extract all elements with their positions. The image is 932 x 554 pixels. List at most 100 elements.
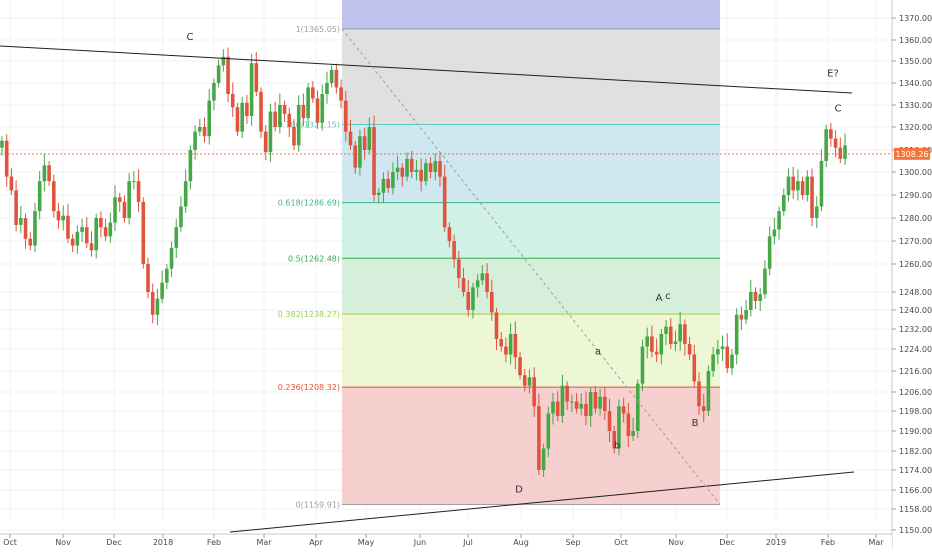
candle-body[interactable] xyxy=(734,314,739,355)
candle-body[interactable] xyxy=(37,181,42,212)
candle-body[interactable] xyxy=(796,181,800,191)
candle-body[interactable] xyxy=(362,136,367,150)
candle-body[interactable] xyxy=(508,334,513,355)
candle-body[interactable] xyxy=(301,105,306,119)
candle-body[interactable] xyxy=(343,100,348,132)
time-axis[interactable]: Oct Nov Dec 2018 Feb Mar Apr May Jun Jul Aug Sep Oct… xyxy=(0,533,892,550)
candle-body[interactable] xyxy=(315,98,320,123)
candle-body[interactable] xyxy=(292,127,296,146)
candle-body[interactable] xyxy=(183,181,188,207)
candle-body[interactable] xyxy=(348,131,353,146)
candle-body[interactable] xyxy=(169,247,174,269)
candle-body[interactable] xyxy=(551,401,555,414)
candle-body[interactable] xyxy=(179,206,183,228)
candle-body[interactable] xyxy=(254,63,259,92)
candle-body[interactable] xyxy=(188,150,193,182)
candle-body[interactable] xyxy=(631,431,635,436)
candle-body[interactable] xyxy=(433,161,438,172)
candle-body[interactable] xyxy=(607,411,612,431)
candle-body[interactable] xyxy=(570,401,574,403)
candle-body[interactable] xyxy=(311,87,315,99)
candle-body[interactable] xyxy=(287,113,292,127)
candle-body[interactable] xyxy=(711,354,715,372)
candle-body[interactable] xyxy=(70,238,75,246)
candle-body[interactable] xyxy=(527,377,532,386)
candle-body[interactable] xyxy=(146,264,150,292)
candle-body[interactable] xyxy=(94,218,98,251)
price-axis[interactable]: 1150.00 1158.00 1166.00 1174.00 1182.00 1190.… xyxy=(891,0,932,550)
candle-body[interactable] xyxy=(739,314,744,320)
candle-body[interactable] xyxy=(273,111,277,127)
candle-body[interactable] xyxy=(75,231,80,246)
candle-body[interactable] xyxy=(499,339,504,347)
candle-body[interactable] xyxy=(329,69,334,83)
candle-body[interactable] xyxy=(678,324,682,342)
candle-body[interactable] xyxy=(207,100,212,137)
candle-body[interactable] xyxy=(461,278,466,292)
candle-body[interactable] xyxy=(767,236,772,269)
candle-body[interactable] xyxy=(61,215,66,221)
candle-body[interactable] xyxy=(579,403,584,409)
candle-body[interactable] xyxy=(165,268,169,283)
candle-body[interactable] xyxy=(334,69,339,88)
candle-body[interactable] xyxy=(353,145,358,168)
candle-body[interactable] xyxy=(668,326,673,344)
candle-body[interactable] xyxy=(485,273,489,292)
candle-body[interactable] xyxy=(122,201,127,218)
candle-body[interactable] xyxy=(325,83,329,94)
candle-body[interactable] xyxy=(730,354,734,369)
candle-body[interactable] xyxy=(442,176,447,228)
candle-body[interactable] xyxy=(9,176,14,191)
candle-body[interactable] xyxy=(819,161,824,207)
candle-body[interactable] xyxy=(791,176,795,191)
candle-body[interactable] xyxy=(635,383,640,431)
candle-body[interactable] xyxy=(99,218,103,228)
candle-body[interactable] xyxy=(320,94,325,123)
candle-body[interactable] xyxy=(240,102,244,132)
candle-body[interactable] xyxy=(428,163,433,172)
candle-body[interactable] xyxy=(84,227,89,244)
candle-body[interactable] xyxy=(409,158,414,172)
candle-body[interactable] xyxy=(654,351,659,355)
candle-body[interactable] xyxy=(28,238,33,246)
candle-body[interactable] xyxy=(212,83,216,101)
candle-body[interactable] xyxy=(103,227,108,237)
candle-body[interactable] xyxy=(197,127,202,132)
candle-body[interactable] xyxy=(546,413,551,449)
candle-body[interactable] xyxy=(833,138,838,148)
candle-body[interactable] xyxy=(697,381,701,407)
candle-body[interactable] xyxy=(645,336,650,347)
candle-body[interactable] xyxy=(574,401,579,409)
candle-body[interactable] xyxy=(763,268,767,295)
candle-body[interactable] xyxy=(541,448,546,471)
candle-body[interactable] xyxy=(296,105,301,146)
candle-body[interactable] xyxy=(720,346,725,350)
candle-body[interactable] xyxy=(640,346,645,384)
candle-body[interactable] xyxy=(466,292,471,310)
candle-body[interactable] xyxy=(673,341,678,345)
candle-body[interactable] xyxy=(489,292,494,313)
candle-body[interactable] xyxy=(664,326,668,334)
candle-body[interactable] xyxy=(66,215,70,239)
candle-body[interactable] xyxy=(42,165,47,182)
candle-body[interactable] xyxy=(522,375,527,386)
candle-body[interactable] xyxy=(127,181,131,218)
candle-body[interactable] xyxy=(424,163,428,182)
candle-body[interactable] xyxy=(504,346,508,355)
candle-body[interactable] xyxy=(555,401,560,417)
candle-body[interactable] xyxy=(753,292,758,301)
candle-body[interactable] xyxy=(659,334,664,355)
candle-body[interactable] xyxy=(805,176,810,195)
candle-body[interactable] xyxy=(400,167,405,177)
candle-body[interactable] xyxy=(391,172,395,189)
candle-body[interactable] xyxy=(14,190,18,225)
candle-body[interactable] xyxy=(480,273,485,281)
candle-body[interactable] xyxy=(141,201,146,264)
fib-trend-diagonal[interactable] xyxy=(341,28,721,505)
candle-body[interactable] xyxy=(706,371,711,411)
candle-body[interactable] xyxy=(475,280,480,288)
candle-body[interactable] xyxy=(80,227,84,232)
candle-body[interactable] xyxy=(447,227,452,241)
candle-body[interactable] xyxy=(532,377,536,407)
candle-body[interactable] xyxy=(824,129,828,161)
